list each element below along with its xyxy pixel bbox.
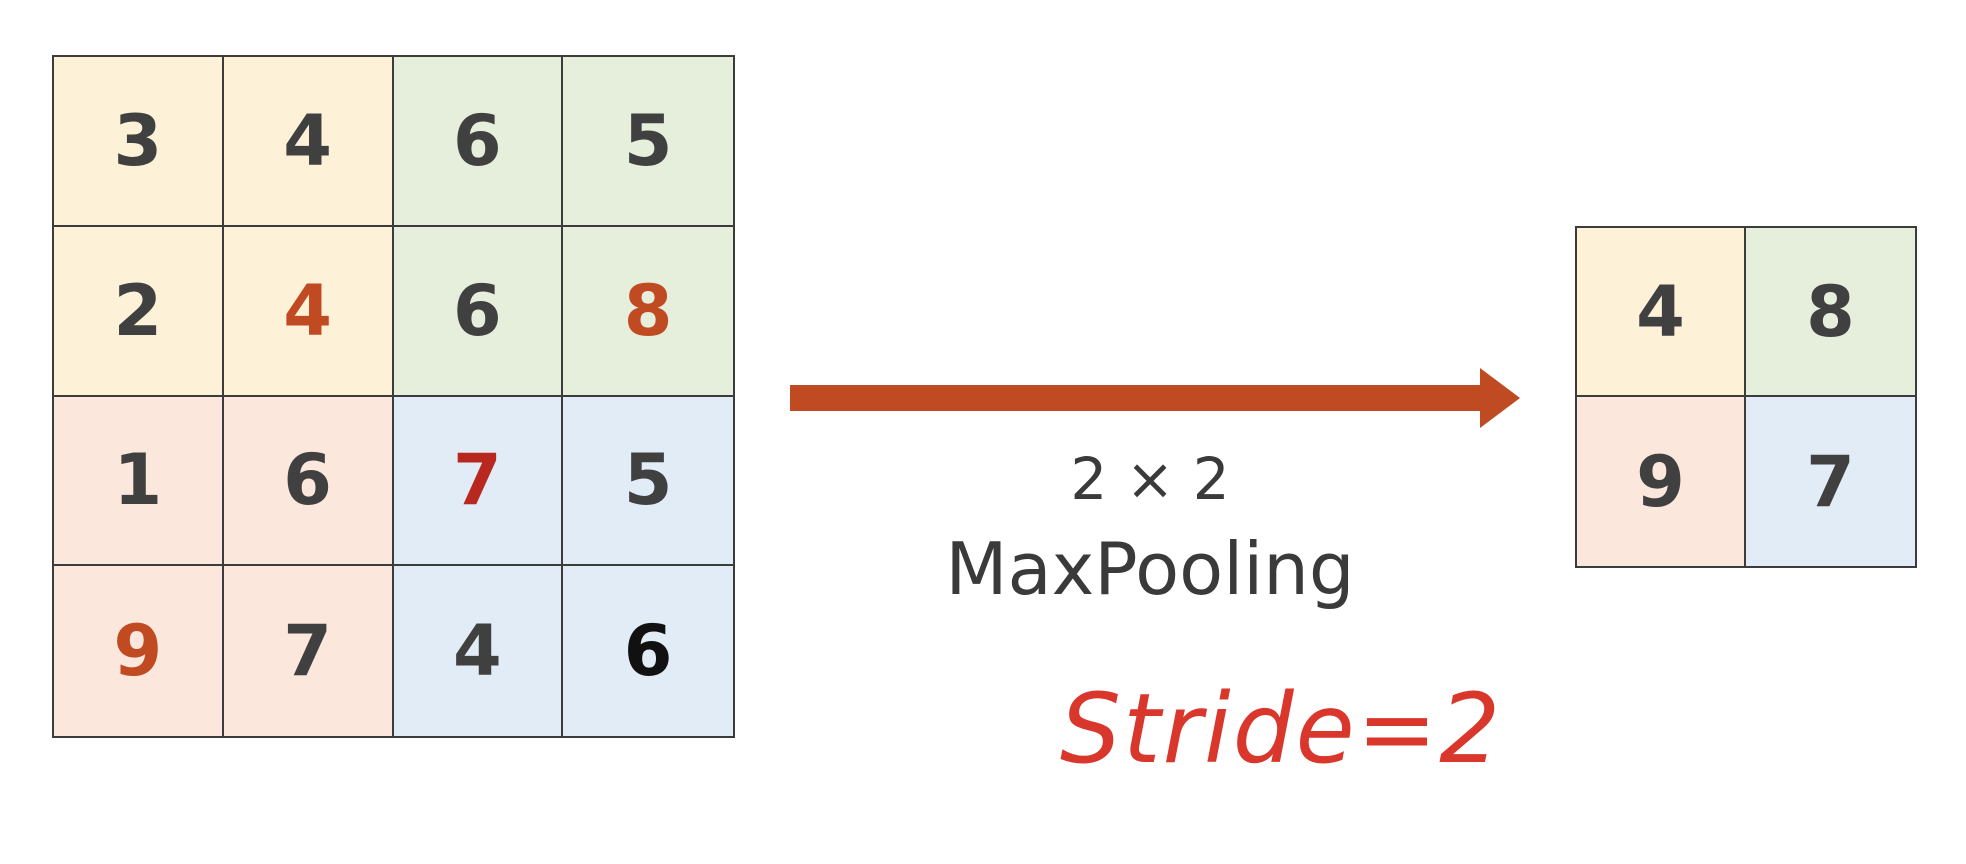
input-cell-r4c4: 6 [563,566,733,736]
output-cell-r1c2: 8 [1746,228,1915,397]
arrow-head [1480,368,1520,428]
input-cell-r2c3: 6 [393,226,564,397]
input-cell-r1c3: 6 [393,57,564,227]
input-cell-r1c1: 3 [54,57,224,227]
input-cell-r2c1: 2 [54,226,224,397]
output-cell-r1c1: 4 [1577,228,1746,397]
input-cell-r3c4: 5 [563,396,733,567]
operation-name: MaxPooling [945,527,1355,611]
arrow-right-icon [790,368,1520,428]
stride-annotation: Stride=2 [1060,673,1502,785]
input-cell-r3c3: 7 [393,396,564,567]
input-cell-r3c1: 1 [54,396,224,567]
input-cell-r4c1: 9 [54,566,224,736]
input-cell-r4c2: 7 [223,566,394,736]
arrow-shaft [790,385,1490,411]
input-cell-r2c4: 8 [563,226,733,397]
output-cell-r2c1: 9 [1577,397,1746,566]
input-cell-r3c2: 6 [223,396,394,567]
input-cell-r4c3: 4 [393,566,564,736]
output-cell-r2c2: 7 [1746,397,1915,566]
input-cell-r2c2: 4 [223,226,394,397]
pool-size-label: 2 × 2 [1070,445,1230,513]
input-cell-r1c2: 4 [223,57,394,227]
input-cell-r1c4: 5 [563,57,733,227]
stride-text: Stride=2 [1060,673,1502,785]
